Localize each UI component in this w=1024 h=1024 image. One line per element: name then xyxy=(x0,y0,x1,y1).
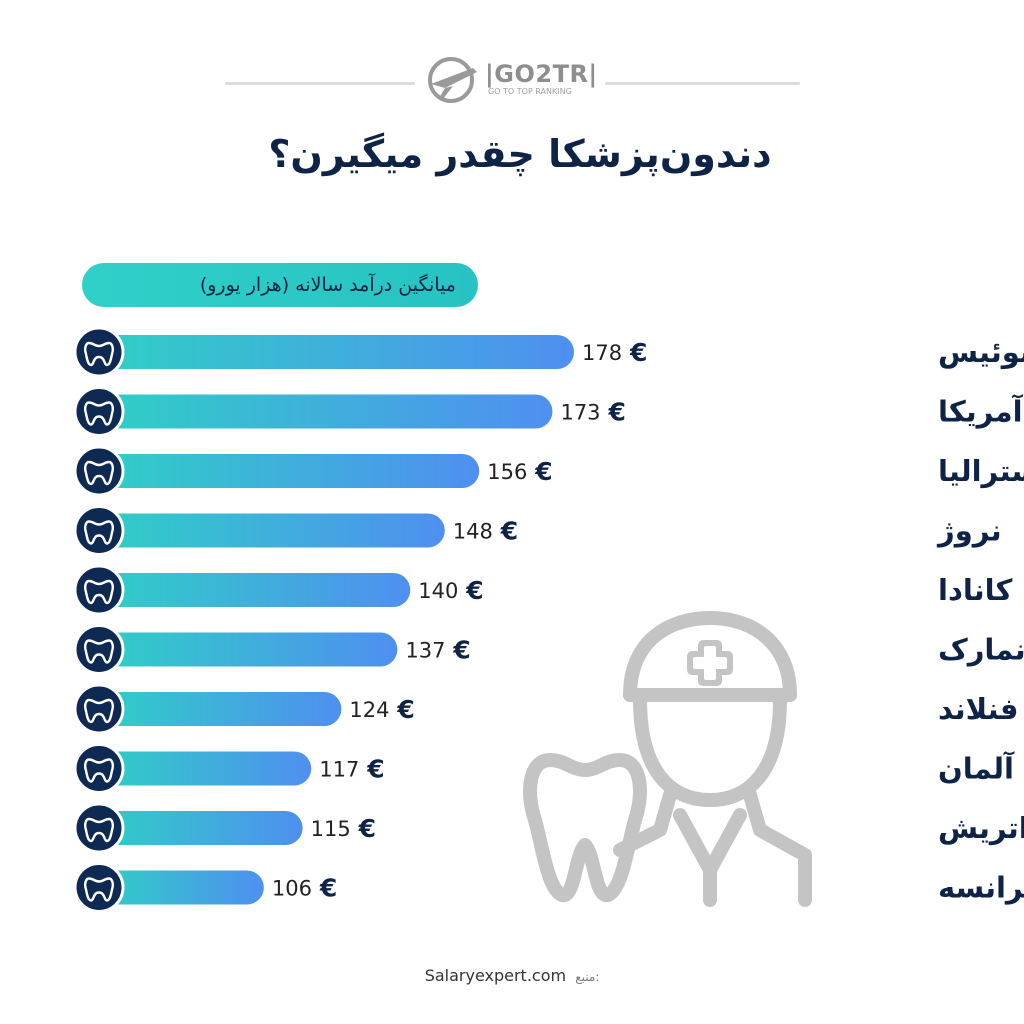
page-title: دندون‌پزشکا چقدر میگیرن؟ xyxy=(268,132,772,176)
tooth-icon xyxy=(73,564,125,616)
euro-symbol-9: € xyxy=(358,814,376,843)
category-label-7: فنلاند xyxy=(938,692,1019,726)
category-label-8: آلمان xyxy=(938,751,1015,786)
value-label-5: 140 xyxy=(418,579,458,603)
tooth-icon xyxy=(73,386,125,437)
tooth-icon xyxy=(73,683,125,735)
value-label-3: 156 xyxy=(487,460,527,484)
euro-symbol-1: € xyxy=(629,338,647,367)
source-note: Salaryexpert.com منبع: xyxy=(0,966,1024,985)
category-label-3: استرالیا xyxy=(938,454,1024,488)
tooth-icon xyxy=(73,326,125,378)
value-label-10: 106 xyxy=(272,877,312,901)
header-divider-left xyxy=(225,82,415,85)
source-text: Salaryexpert.com xyxy=(424,966,567,985)
value-label-4: 148 xyxy=(453,520,493,544)
euro-symbol-3: € xyxy=(534,457,552,486)
bar-1 xyxy=(100,335,574,369)
category-label-10: فرانسه xyxy=(938,871,1024,905)
value-label-9: 115 xyxy=(311,817,351,841)
bar-10 xyxy=(100,870,264,905)
bar-2 xyxy=(100,394,553,429)
tooth-icon xyxy=(73,743,125,794)
tooth-icon xyxy=(73,802,125,854)
value-label-8: 117 xyxy=(319,758,359,782)
value-label-7: 124 xyxy=(349,698,389,722)
chart-subtitle: میانگین درآمد سالانه (هزار یورو) xyxy=(82,263,478,307)
euro-symbol-4: € xyxy=(500,517,518,546)
value-label-6: 137 xyxy=(405,639,445,663)
euro-symbol-8: € xyxy=(366,755,384,784)
bar-9 xyxy=(100,811,303,845)
value-label-2: 173 xyxy=(560,401,600,425)
category-label-9: اتریش xyxy=(938,811,1024,845)
plane-globe-icon xyxy=(428,57,477,103)
euro-symbol-5: € xyxy=(465,576,483,605)
category-label-4: نروژ xyxy=(936,514,1002,548)
dentist-with-tooth-icon xyxy=(523,611,812,907)
bar-6 xyxy=(100,632,398,667)
bar-5 xyxy=(100,573,411,607)
category-label-6: دانمارک xyxy=(938,633,1024,667)
tooth-icon xyxy=(73,624,125,675)
tooth-icon xyxy=(73,505,125,556)
category-label-2: آمریکا xyxy=(938,394,1024,429)
tooth-icon xyxy=(73,445,125,497)
source-label: منبع: xyxy=(575,970,600,984)
euro-symbol-7: € xyxy=(396,695,414,724)
euro-symbol-2: € xyxy=(607,398,625,427)
value-label-1: 178 xyxy=(582,341,622,365)
bar-3 xyxy=(100,454,480,488)
bar-7 xyxy=(100,692,342,726)
brand-name: |GO2TR| xyxy=(485,60,598,88)
euro-symbol-6: € xyxy=(452,636,470,665)
tooth-icon xyxy=(73,862,125,913)
euro-symbol-10: € xyxy=(319,874,337,903)
bar-8 xyxy=(100,751,312,786)
header-divider-right xyxy=(605,82,800,85)
bar-4 xyxy=(100,513,445,548)
category-label-1: سوئیس xyxy=(938,335,1024,369)
brand-tagline: GO TO TOP RANKING xyxy=(488,87,572,96)
category-label-5: کانادا xyxy=(938,573,1012,607)
brand-logo: |GO2TR| GO TO TOP RANKING xyxy=(425,54,598,106)
